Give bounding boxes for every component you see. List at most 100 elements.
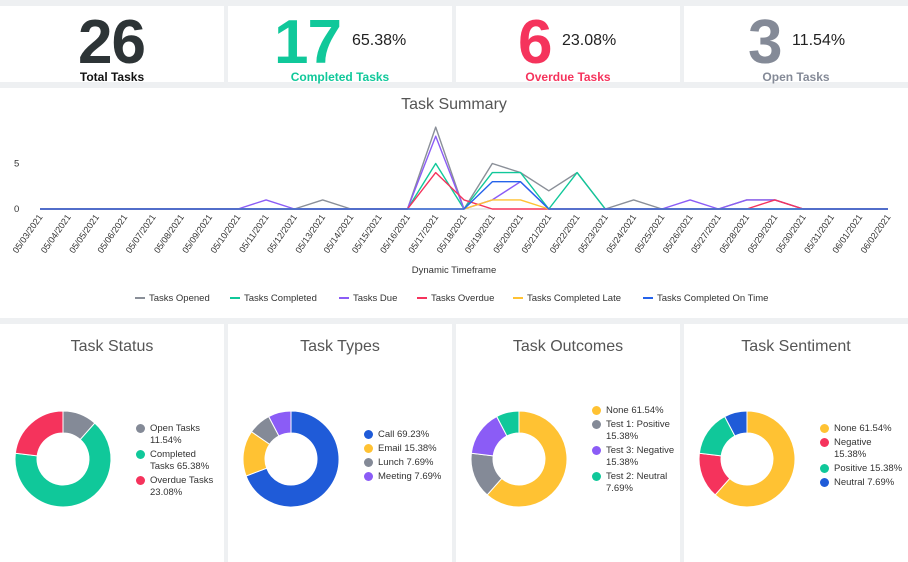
legend-label: Tasks Due xyxy=(353,293,398,304)
donut-slice xyxy=(486,410,568,508)
series-line xyxy=(40,180,888,210)
legend-dot xyxy=(592,446,601,455)
kpi-value: 6 xyxy=(518,8,552,77)
legend-item[interactable]: Neutral 7.69% xyxy=(820,477,904,489)
legend-item[interactable]: Tasks Opened xyxy=(135,293,210,304)
legend-dot xyxy=(364,430,373,439)
task-status-donut xyxy=(14,410,112,508)
donut-slice xyxy=(724,410,748,437)
chart-title: Task Summary xyxy=(401,96,507,113)
legend-dot xyxy=(592,472,601,481)
legend-dot xyxy=(136,450,145,459)
chart-title: Task Status xyxy=(70,338,154,355)
kpi-label: Total Tasks xyxy=(79,70,145,84)
legend-dot xyxy=(364,472,373,481)
legend-item[interactable]: None 61.54% xyxy=(592,405,676,417)
legend-dot xyxy=(136,424,145,433)
donut-legend: None 61.54% Negative 15.38% Positive 15.38… xyxy=(820,423,904,491)
legend-item[interactable]: Tasks Completed Late xyxy=(513,293,621,304)
legend-label: Tasks Opened xyxy=(149,293,210,304)
legend-label: Tasks Overdue xyxy=(431,293,495,304)
legend-label: Test 2: Neutral 7.69% xyxy=(606,471,668,494)
kpi-completed-tasks: 17 65.38% Completed Tasks xyxy=(228,6,452,84)
legend-dot xyxy=(136,476,145,485)
kpi-open-tasks: 3 11.54% Open Tasks xyxy=(684,6,908,84)
donut-slice xyxy=(14,410,64,457)
legend-item[interactable]: Email 15.38% xyxy=(364,443,450,455)
legend-item[interactable]: Completed Tasks 65.38% xyxy=(136,449,220,473)
legend-dot xyxy=(364,458,373,467)
legend-label: Test 3: Negative 15.38% xyxy=(606,445,675,468)
legend-item[interactable]: Meeting 7.69% xyxy=(364,471,450,483)
kpi-percent: 11.54% xyxy=(792,32,846,49)
y-tick-label: 5 xyxy=(14,159,19,170)
legend-item[interactable]: Overdue Tasks 23.08% xyxy=(136,475,220,499)
chart-title: Task Sentiment xyxy=(741,338,851,355)
donut-slice xyxy=(714,410,796,508)
donut-slice xyxy=(245,410,340,508)
legend-label: Test 1: Positive 15.38% xyxy=(606,419,670,442)
donut-slice xyxy=(496,410,520,437)
task-outcomes-card: Task Outcomes None 61.54% Test 1: Positiv… xyxy=(456,324,680,562)
legend-line-swatch xyxy=(135,297,145,300)
legend-item[interactable]: Negative 15.38% xyxy=(820,437,904,461)
legend-label: Tasks Completed Late xyxy=(527,293,621,304)
task-summary-card: Task Summary 0 5 05/03/2021 05/04/2021 05/05… xyxy=(0,88,908,318)
legend-item[interactable]: Test 1: Positive 15.38% xyxy=(592,419,676,443)
legend-label: Neutral 7.69% xyxy=(834,477,895,488)
legend-item[interactable]: None 61.54% xyxy=(820,423,904,435)
donut-legend: None 61.54% Test 1: Positive 15.38% Test 3… xyxy=(592,405,676,497)
kpi-overdue-tasks: 6 23.08% Overdue Tasks xyxy=(456,6,680,84)
legend-label: Tasks Completed xyxy=(244,293,317,304)
y-tick-label: 0 xyxy=(14,204,19,215)
legend-item[interactable]: Call 69.23% xyxy=(364,429,450,441)
legend-item[interactable]: Tasks Completed xyxy=(230,293,317,304)
series-line xyxy=(40,162,888,210)
legend-label: None 61.54% xyxy=(834,423,892,434)
kpi-label: Open Tasks xyxy=(762,70,830,84)
kpi-value: 26 xyxy=(78,8,146,77)
legend-label: Call 69.23% xyxy=(378,429,430,440)
legend-label: None 61.54% xyxy=(606,405,664,416)
task-sentiment-donut xyxy=(698,410,796,508)
kpi-total-tasks: 26 Total Tasks xyxy=(0,6,224,84)
legend-item[interactable]: Test 2: Neutral 7.69% xyxy=(592,471,676,495)
legend-label: Negative 15.38% xyxy=(834,437,872,460)
legend-item[interactable]: Tasks Overdue xyxy=(417,293,494,304)
x-axis-label: Dynamic Timeframe xyxy=(411,265,497,276)
chart-title: Task Types xyxy=(300,338,380,355)
legend-dot xyxy=(820,464,829,473)
legend-item[interactable]: Positive 15.38% xyxy=(820,463,904,475)
legend-item[interactable]: Tasks Due xyxy=(339,293,397,304)
legend-label: Open Tasks 11.54% xyxy=(150,423,200,446)
legend-label: Tasks Completed On Time xyxy=(657,293,769,304)
legend-dot xyxy=(820,478,829,487)
series-line xyxy=(40,171,888,210)
legend-line-swatch xyxy=(513,297,523,300)
legend-item[interactable]: Tasks Completed On Time xyxy=(643,293,768,304)
kpi-value: 3 xyxy=(748,8,782,77)
legend-dot xyxy=(592,406,601,415)
donut-slice xyxy=(268,410,292,437)
legend-item[interactable]: Test 3: Negative 15.38% xyxy=(592,445,676,469)
legend-label: Lunch 7.69% xyxy=(378,457,434,468)
legend-line-swatch xyxy=(417,297,427,300)
series-line xyxy=(40,126,888,210)
donut-legend: Call 69.23% Email 15.38% Lunch 7.69% Meetin… xyxy=(364,429,450,485)
legend-dot xyxy=(364,444,373,453)
task-types-card: Task Types Call 69.23% Email 15.38% Lunch … xyxy=(228,324,452,562)
legend-label: Overdue Tasks 23.08% xyxy=(150,475,214,498)
legend-dot xyxy=(592,420,601,429)
kpi-value: 17 xyxy=(274,8,342,77)
legend-label: Completed Tasks 65.38% xyxy=(150,449,210,472)
donut-slice xyxy=(14,422,112,508)
task-summary-chart: 0505/03/202105/04/202105/05/202105/06/20… xyxy=(11,126,893,255)
kpi-label: Overdue Tasks xyxy=(525,70,611,84)
task-status-card: Task Status Open Tasks 11.54% Completed T… xyxy=(0,324,224,562)
legend-item[interactable]: Lunch 7.69% xyxy=(364,457,450,469)
legend-dot xyxy=(820,438,829,447)
legend-item[interactable]: Open Tasks 11.54% xyxy=(136,423,220,447)
legend-dot xyxy=(820,424,829,433)
series-line xyxy=(40,135,888,210)
legend-label: Positive 15.38% xyxy=(834,463,903,474)
